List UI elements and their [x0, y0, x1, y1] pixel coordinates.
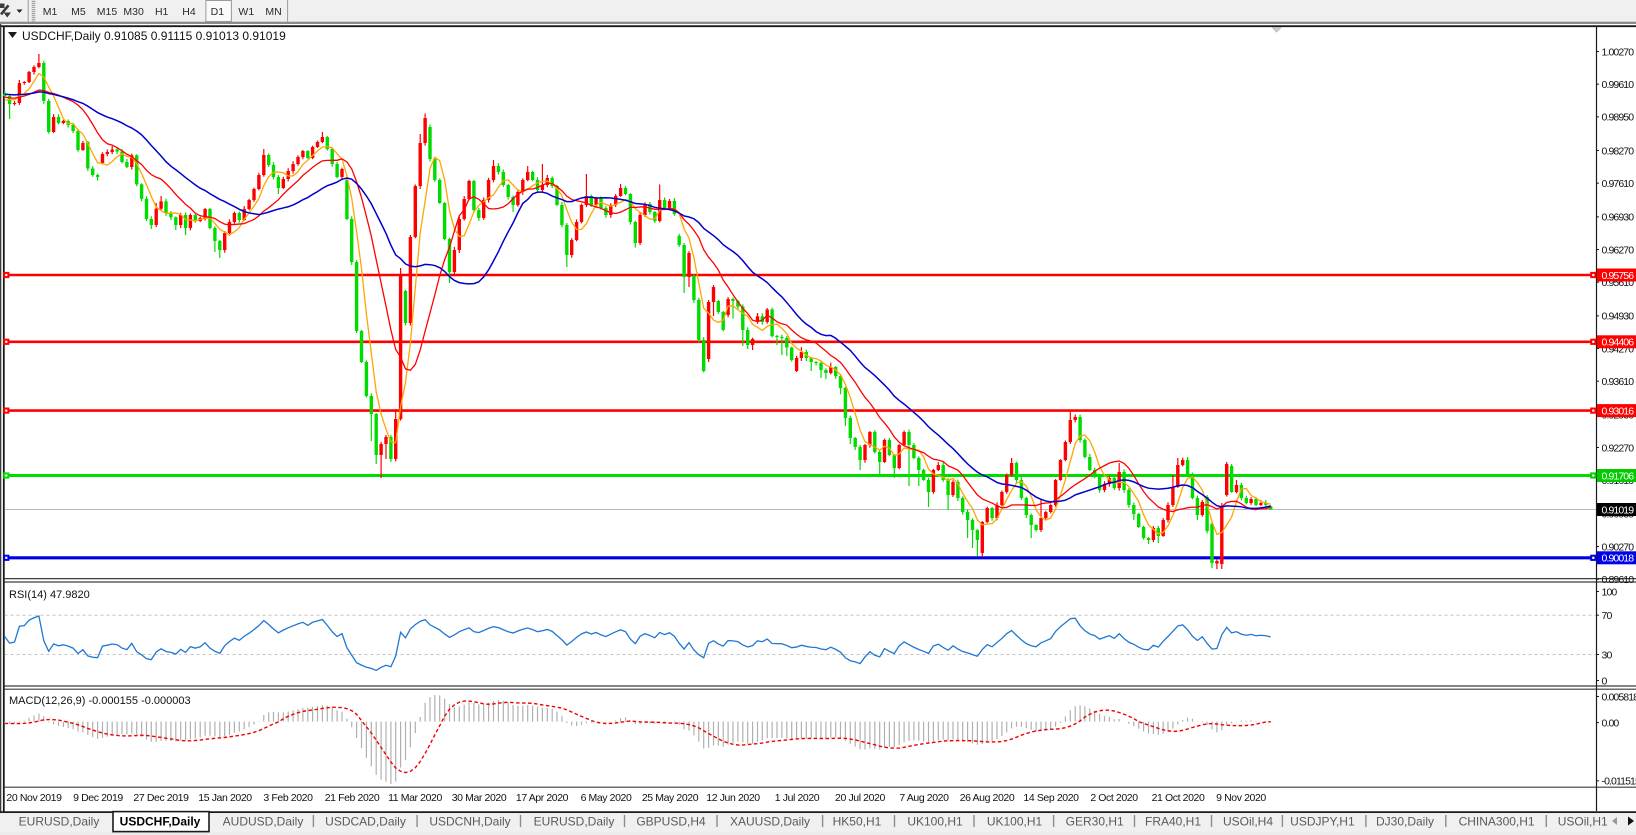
svg-text:M5: M5 [71, 6, 86, 18]
svg-text:GER30,H1: GER30,H1 [1066, 815, 1124, 829]
svg-text:0: 0 [1602, 675, 1608, 687]
svg-text:0.98270: 0.98270 [1602, 145, 1635, 157]
svg-text:0.93016: 0.93016 [1602, 405, 1635, 417]
svg-text:AUDUSD,Daily: AUDUSD,Daily [223, 815, 304, 829]
svg-text:0.00: 0.00 [1602, 717, 1620, 729]
svg-text:USDCHF,Daily: USDCHF,Daily [120, 815, 201, 829]
svg-text:7 Aug 2020: 7 Aug 2020 [899, 792, 949, 804]
svg-text:MN: MN [265, 6, 281, 18]
svg-text:USDJPY,H1: USDJPY,H1 [1290, 815, 1355, 829]
svg-text:M1: M1 [43, 6, 58, 18]
svg-text:0.0058185: 0.0058185 [1602, 691, 1636, 703]
svg-text:9 Dec 2019: 9 Dec 2019 [73, 792, 123, 804]
svg-text:0.92270: 0.92270 [1602, 442, 1635, 454]
svg-text:0.91706: 0.91706 [1602, 470, 1635, 482]
svg-text:USOil,H4: USOil,H4 [1223, 815, 1273, 829]
svg-text:USDCNH,Daily: USDCNH,Daily [429, 815, 510, 829]
svg-text:21 Oct 2020: 21 Oct 2020 [1152, 792, 1205, 804]
svg-text:15 Jan 2020: 15 Jan 2020 [198, 792, 252, 804]
svg-text:H4: H4 [182, 6, 196, 18]
svg-text:0.99610: 0.99610 [1602, 79, 1635, 91]
svg-text:17 Apr 2020: 17 Apr 2020 [516, 792, 569, 804]
svg-text:D1: D1 [211, 6, 225, 18]
svg-text:-0.0115155: -0.0115155 [1602, 776, 1636, 788]
svg-text:FRA40,H1: FRA40,H1 [1145, 815, 1201, 829]
svg-text:9 Nov 2020: 9 Nov 2020 [1216, 792, 1266, 804]
svg-text:12 Jun 2020: 12 Jun 2020 [706, 792, 760, 804]
svg-text:0.96930: 0.96930 [1602, 212, 1635, 224]
svg-text:70: 70 [1602, 610, 1613, 622]
svg-text:11 Mar 2020: 11 Mar 2020 [388, 792, 442, 804]
svg-text:W1: W1 [238, 6, 254, 18]
svg-text:26 Aug 2020: 26 Aug 2020 [960, 792, 1015, 804]
svg-text:UK100,H1: UK100,H1 [907, 815, 963, 829]
svg-text:20 Jul 2020: 20 Jul 2020 [835, 792, 885, 804]
svg-text:0.90018: 0.90018 [1602, 553, 1635, 565]
svg-text:0.96270: 0.96270 [1602, 244, 1635, 256]
svg-text:25 May 2020: 25 May 2020 [642, 792, 699, 804]
svg-text:30 Mar 2020: 30 Mar 2020 [452, 792, 507, 804]
svg-text:21 Feb 2020: 21 Feb 2020 [325, 792, 380, 804]
svg-text:30: 30 [1602, 649, 1613, 661]
svg-text:1 Jul 2020: 1 Jul 2020 [775, 792, 820, 804]
svg-text:GBPUSD,H4: GBPUSD,H4 [636, 815, 706, 829]
svg-text:0.94406: 0.94406 [1602, 337, 1635, 349]
svg-text:MACD(12,26,9) -0.000155 -0.000: MACD(12,26,9) -0.000155 -0.000003 [9, 695, 191, 707]
svg-text:USDCAD,Daily: USDCAD,Daily [325, 815, 406, 829]
svg-text:USOil,H1: USOil,H1 [1558, 815, 1608, 829]
svg-text:M30: M30 [123, 6, 144, 18]
svg-text:UK100,H1: UK100,H1 [987, 815, 1043, 829]
svg-text:CHINA300,H1: CHINA300,H1 [1459, 815, 1535, 829]
svg-text:0.95756: 0.95756 [1602, 270, 1635, 282]
svg-text:H1: H1 [155, 6, 169, 18]
svg-text:0.93610: 0.93610 [1602, 376, 1635, 388]
svg-text:0.98950: 0.98950 [1602, 112, 1635, 124]
svg-text:RSI(14) 47.9820: RSI(14) 47.9820 [9, 589, 90, 601]
svg-text:EURUSD,Daily: EURUSD,Daily [534, 815, 615, 829]
svg-text:0.97610: 0.97610 [1602, 178, 1635, 190]
svg-text:0.91019: 0.91019 [1602, 504, 1635, 516]
svg-text:14 Sep 2020: 14 Sep 2020 [1023, 792, 1079, 804]
svg-text:M15: M15 [97, 6, 118, 18]
svg-text:2 Oct 2020: 2 Oct 2020 [1090, 792, 1138, 804]
svg-text:100: 100 [1602, 586, 1618, 598]
svg-text:DJ30,Daily: DJ30,Daily [1376, 815, 1434, 829]
svg-text:6 May 2020: 6 May 2020 [581, 792, 632, 804]
svg-text:USDCHF,Daily 0.91085 0.91115: USDCHF,Daily 0.91085 0.91115 0.91013 0.9… [22, 29, 286, 43]
svg-text:3 Feb 2020: 3 Feb 2020 [263, 792, 313, 804]
svg-text:27 Dec 2019: 27 Dec 2019 [133, 792, 189, 804]
svg-text:20 Nov 2019: 20 Nov 2019 [6, 792, 62, 804]
svg-text:0.89610: 0.89610 [1602, 574, 1635, 586]
svg-text:0.94930: 0.94930 [1602, 311, 1635, 323]
svg-text:EURUSD,Daily: EURUSD,Daily [19, 815, 100, 829]
svg-text:XAUUSD,Daily: XAUUSD,Daily [730, 815, 810, 829]
svg-text:HK50,H1: HK50,H1 [833, 815, 882, 829]
svg-text:1.00270: 1.00270 [1602, 46, 1635, 58]
svg-text:0.90270: 0.90270 [1602, 541, 1635, 553]
